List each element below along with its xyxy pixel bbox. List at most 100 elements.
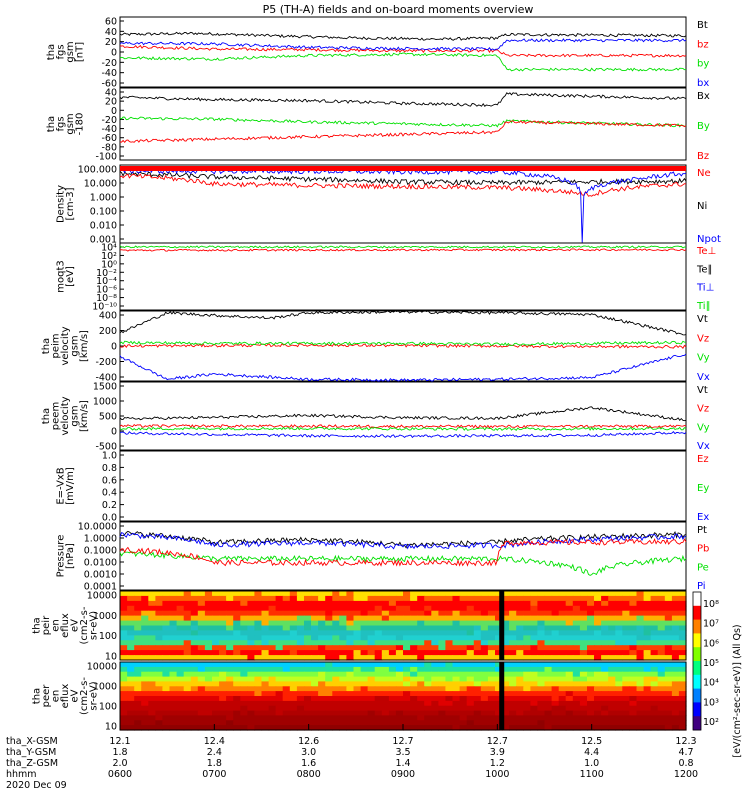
heatmap-cell — [134, 650, 142, 656]
heatmap-cell — [608, 725, 616, 731]
heatmap-cell — [296, 720, 305, 726]
heatmap-cell — [275, 686, 284, 692]
heatmap-cell — [275, 645, 284, 651]
heatmap-cell — [544, 705, 553, 712]
heatmap-cell — [204, 715, 213, 721]
heatmap-cell — [311, 595, 319, 602]
heatmap-cell — [417, 666, 425, 673]
heatmap-cell — [219, 691, 227, 697]
heatmap-cell — [374, 591, 383, 597]
heatmap-cell — [657, 615, 666, 622]
heatmap-cell — [374, 676, 383, 683]
heatmap-cell — [403, 625, 411, 631]
heatmap-cell — [431, 681, 439, 687]
heatmap-cell — [473, 630, 482, 636]
heatmap-cell — [346, 645, 355, 651]
heatmap-cell — [537, 710, 546, 717]
heatmap-cell — [261, 650, 270, 656]
heatmap-cell — [296, 650, 305, 656]
heatmap-cell — [148, 655, 156, 661]
heatmap-cell — [466, 686, 475, 692]
heatmap-cell — [671, 595, 680, 602]
heatmap-cell — [304, 640, 312, 646]
heatmap-cell — [381, 595, 390, 602]
heatmap-cell — [473, 666, 482, 673]
heatmap-cell — [495, 681, 503, 687]
heatmap-cell — [268, 625, 277, 631]
heatmap-cell — [643, 655, 652, 661]
heatmap-cell — [148, 630, 156, 636]
heatmap-cell — [127, 625, 135, 631]
heatmap-cell — [388, 710, 397, 717]
heatmap-cell — [431, 696, 439, 702]
heatmap-cell — [176, 655, 185, 661]
heatmap-cell — [311, 650, 319, 656]
panel-frame — [119, 450, 687, 522]
heatmap-cell — [332, 700, 340, 707]
heatmap-cell — [374, 635, 383, 641]
heatmap-cell — [587, 640, 595, 646]
heatmap-cell — [664, 662, 673, 668]
heatmap-cell — [240, 666, 248, 673]
heatmap-cell — [622, 720, 630, 726]
heatmap-cell — [155, 600, 164, 607]
series-Vx — [119, 431, 687, 439]
heatmap-cell — [445, 705, 454, 712]
heatmap-cell — [523, 655, 531, 661]
heatmap-cell — [558, 725, 567, 731]
heatmap-cell — [551, 630, 560, 636]
heatmap-cell — [311, 700, 319, 707]
heatmap-cell — [403, 676, 411, 683]
heatmap-cell — [530, 600, 539, 607]
heatmap-cell — [410, 620, 418, 627]
heatmap-cell — [367, 625, 376, 631]
heatmap-cell — [127, 591, 135, 597]
heatmap-cell — [141, 591, 149, 597]
heatmap-cell — [169, 650, 178, 656]
heatmap-cell — [579, 662, 588, 668]
heatmap-cell — [296, 615, 305, 622]
heatmap-cell — [275, 615, 284, 622]
heatmap-cell — [587, 691, 595, 697]
heatmap-cell — [240, 725, 248, 731]
heatmap-cell — [141, 630, 149, 636]
heatmap-cell — [240, 696, 248, 702]
heatmap-cell — [587, 591, 595, 597]
heatmap-cell — [261, 705, 270, 712]
heatmap-cell — [282, 595, 291, 602]
heatmap-cell — [579, 595, 588, 602]
heatmap-cell — [226, 705, 234, 712]
heatmap-cell — [495, 676, 503, 683]
heatmap-cell — [183, 725, 192, 731]
heatmap-cell — [162, 671, 171, 678]
heatmap-cell — [318, 676, 326, 683]
heatmap-cell — [332, 600, 340, 607]
heatmap-cell — [452, 666, 461, 673]
heatmap-cell — [417, 710, 425, 717]
heatmap-cell — [403, 591, 411, 597]
heatmap-cell — [622, 671, 630, 678]
heatmap-cell — [212, 620, 220, 627]
ytick-label: 20 — [105, 37, 117, 48]
ylabel-line: gsm — [65, 41, 76, 62]
heatmap-cell — [608, 650, 616, 656]
heatmap-cell — [339, 710, 347, 717]
heatmap-cell — [664, 715, 673, 721]
heatmap-cell — [325, 710, 333, 717]
heatmap-cell — [587, 686, 595, 692]
heatmap-cell — [212, 615, 220, 622]
heatmap-cell — [212, 725, 220, 731]
heatmap-cell — [424, 686, 432, 692]
heatmap-cell — [120, 691, 128, 697]
heatmap-cell — [183, 630, 192, 636]
heatmap-cell — [466, 655, 475, 661]
heatmap-cell — [141, 710, 149, 717]
heatmap-cell — [332, 686, 340, 692]
heatmap-cell — [459, 591, 468, 597]
heatmap-cell — [367, 696, 376, 702]
heatmap-cell — [629, 666, 638, 673]
heatmap-cell — [495, 662, 503, 668]
heatmap-cell — [141, 715, 149, 721]
heatmap-cell — [141, 662, 149, 668]
heatmap-cell — [615, 666, 623, 673]
